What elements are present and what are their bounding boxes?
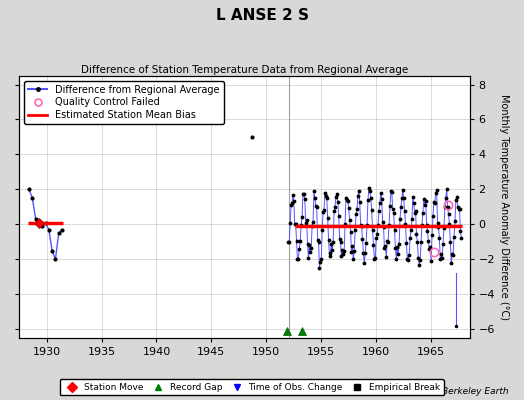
- Title: Difference of Station Temperature Data from Regional Average: Difference of Station Temperature Data f…: [81, 65, 408, 75]
- Legend: Difference from Regional Average, Quality Control Failed, Estimated Station Mean: Difference from Regional Average, Qualit…: [24, 81, 224, 124]
- Text: Berkeley Earth: Berkeley Earth: [442, 387, 508, 396]
- Y-axis label: Monthly Temperature Anomaly Difference (°C): Monthly Temperature Anomaly Difference (…: [499, 94, 509, 320]
- Text: L ANSE 2 S: L ANSE 2 S: [215, 8, 309, 23]
- Legend: Station Move, Record Gap, Time of Obs. Change, Empirical Break: Station Move, Record Gap, Time of Obs. C…: [60, 379, 443, 396]
